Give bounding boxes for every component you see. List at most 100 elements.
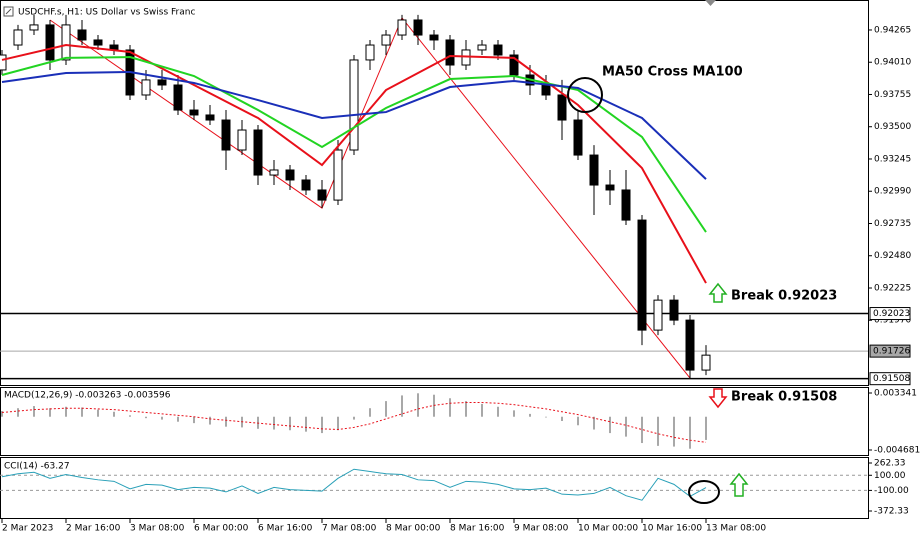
moving-average (1, 70, 707, 180)
candle-body (413, 19, 423, 36)
x-tick-label: 6 Mar 16:00 (258, 524, 313, 534)
candle-body (205, 114, 215, 121)
candle-body (141, 79, 151, 96)
y-tick-label: 0.93245 (874, 154, 911, 164)
candle-body (541, 84, 551, 96)
cross-circle (567, 77, 603, 113)
candle-body (477, 44, 487, 51)
price-frame (0, 0, 869, 386)
macd-bar (33, 406, 35, 417)
x-tick-label: 8 Mar 16:00 (450, 524, 505, 534)
macd-bar (625, 416, 627, 437)
candle-body (589, 154, 599, 186)
y-tick-label: 0.91970 (874, 316, 911, 326)
shift-marker (705, 0, 716, 6)
cci-line (1, 468, 707, 501)
annotation: Break 0.92023 (731, 289, 837, 304)
moving-average (1, 56, 707, 233)
x-tick-label: 10 Mar 16:00 (642, 524, 702, 534)
candle-body (685, 319, 695, 371)
candle-body (173, 84, 183, 111)
cci-circle (688, 480, 720, 504)
candle-body (381, 34, 391, 46)
y-tick-label: 0.003341 (874, 388, 917, 398)
candle-body (557, 94, 567, 121)
macd-bar (577, 416, 579, 426)
candle-body (333, 149, 343, 201)
y-tick-label: 0.93500 (874, 122, 911, 132)
x-tick-label: 8 Mar 00:00 (386, 524, 441, 534)
candle-body (397, 19, 407, 36)
cci-frame (0, 457, 869, 519)
macd-bar (449, 398, 451, 417)
up-arrow (729, 472, 749, 497)
x-tick-label: 13 Mar 08:00 (706, 524, 766, 534)
candle-body (61, 24, 71, 61)
y-tick-label: 0.92735 (874, 219, 911, 229)
candle-body (221, 119, 231, 151)
price-box (869, 372, 911, 386)
candle-body (509, 54, 519, 76)
trend-line (49, 16, 691, 379)
down-arrow (708, 388, 728, 409)
candle-body (237, 129, 247, 151)
macd-bar (529, 413, 531, 417)
x-tick-label: 7 Mar 08:00 (322, 524, 377, 534)
frames (0, 0, 869, 519)
candle-body (653, 299, 663, 331)
candle-body (349, 59, 359, 151)
macd-bar (81, 407, 83, 417)
macd-bar (545, 416, 547, 418)
candle-body (429, 34, 439, 41)
macd-bar (513, 410, 515, 417)
macd-bar (193, 416, 195, 424)
macd-bar (641, 416, 643, 444)
y-tick-label: -0.004681 (874, 445, 920, 455)
macd-bar (97, 409, 99, 417)
candle-body (701, 354, 711, 371)
macd-bar (593, 416, 595, 430)
x-tick-label: 10 Mar 00:00 (578, 524, 638, 534)
macd-bar (465, 401, 467, 417)
macd-bar (225, 416, 227, 427)
macd-bar (561, 416, 563, 421)
macd-bar (337, 416, 339, 431)
candle-body (573, 119, 583, 156)
y-tick-label: 0.94265 (874, 25, 911, 35)
candle-body (285, 169, 295, 181)
signal-line (1, 402, 707, 443)
price-box (869, 307, 911, 321)
y-tick-label: 0.92990 (874, 187, 911, 197)
chart-title: USDCHF.s, H1: US Dollar vs Swiss Franc (18, 8, 195, 18)
macd-bar (1, 411, 3, 417)
candle-body (157, 79, 167, 86)
macd-bar (17, 408, 19, 417)
y-tick-label: -372.33 (874, 506, 909, 516)
macd-bar (689, 416, 691, 449)
candle-body (77, 29, 87, 41)
y-tick-label: -100.00 (874, 486, 909, 496)
y-tick-label: 0.93755 (874, 90, 911, 100)
macd-bar (481, 403, 483, 417)
macd-bar (113, 411, 115, 417)
y-tick-label: 0.92225 (874, 283, 911, 293)
macd-bar (657, 416, 659, 446)
macd-bar (705, 416, 707, 440)
x-tick-label: 2 Mar 2023 (2, 524, 53, 534)
candle-body (365, 44, 375, 61)
y-tick-label: 0.94010 (874, 58, 911, 68)
price-box-label: 0.91508 (873, 374, 910, 384)
macd-bar (385, 401, 387, 417)
y-tick-label: 0.92480 (874, 251, 911, 261)
macd-bar (209, 416, 211, 425)
macd-bar (305, 416, 307, 432)
candle-body (445, 39, 455, 66)
symbol-icon (3, 6, 14, 17)
indicator-label: CCI(14) -63.27 (4, 462, 70, 472)
candle-body (93, 39, 103, 46)
macd-bar (289, 416, 291, 431)
macd-bar (273, 416, 275, 430)
macd-bar (49, 408, 51, 417)
